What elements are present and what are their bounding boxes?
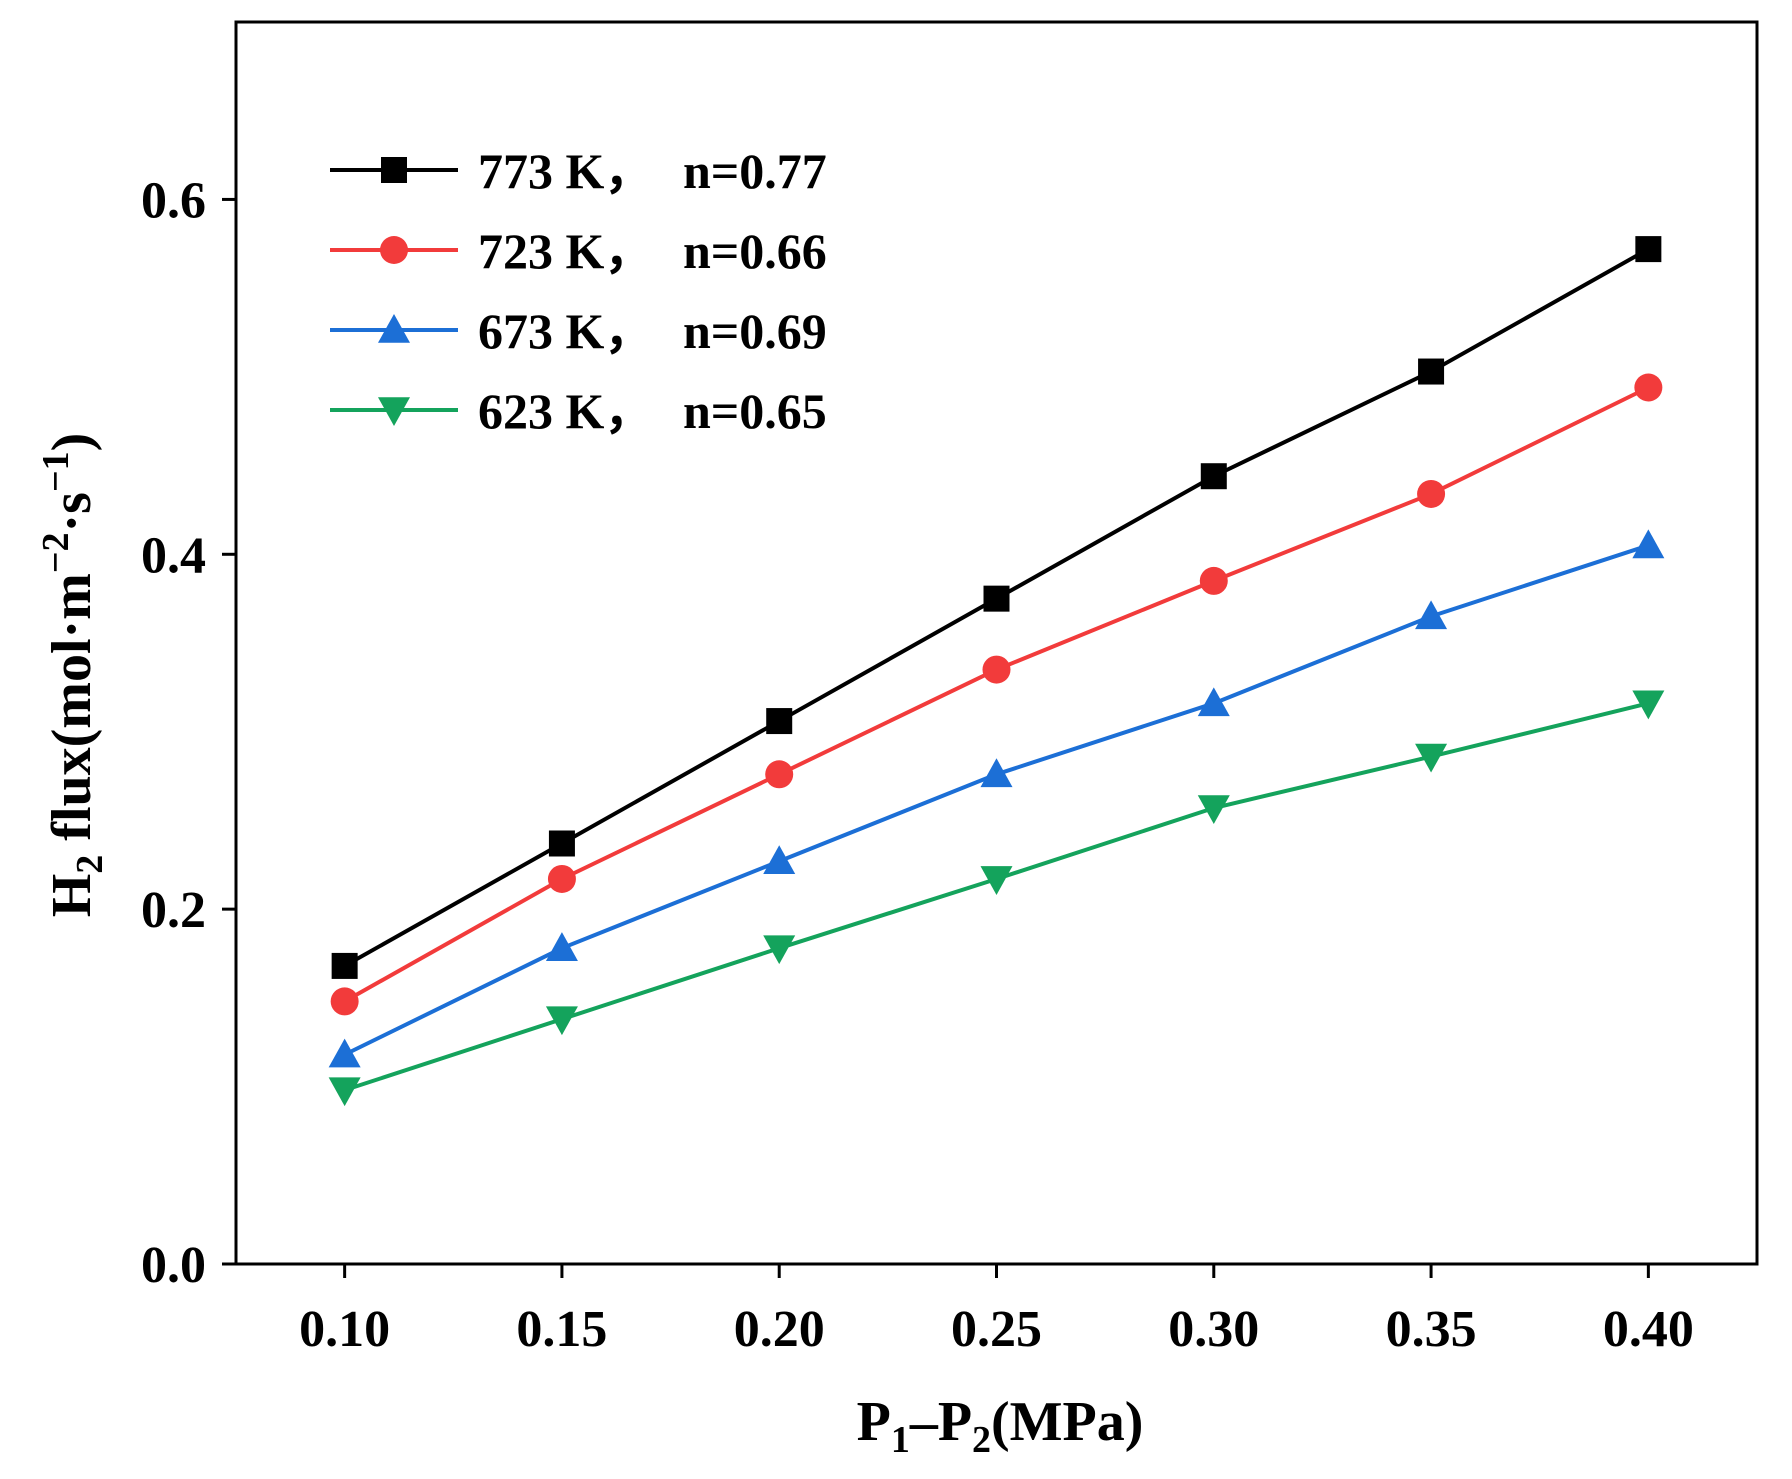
y-tick-label: 0.0: [141, 1237, 206, 1294]
x-tick-label: 0.35: [1386, 1301, 1477, 1358]
x-tick-label: 0.40: [1603, 1301, 1694, 1358]
data-point: [328, 1038, 361, 1068]
data-point: [1418, 358, 1445, 385]
data-point: [765, 760, 794, 789]
data-point: [982, 655, 1011, 684]
x-tick-label: 0.15: [516, 1301, 607, 1358]
legend-marker: [380, 236, 408, 264]
data-point: [1634, 373, 1663, 402]
legend-marker: [381, 157, 407, 183]
legend: 773 K， n=0.77 723 K， n=0.66 673 K， n=0.69 623 …: [330, 143, 827, 439]
data-point: [980, 866, 1013, 895]
plot-border: [234, 20, 1759, 1266]
x-tick-label: 0.30: [1168, 1301, 1259, 1358]
legend-item: 623 K， n=0.65: [330, 383, 827, 439]
x-tick-label: 0.20: [734, 1301, 825, 1358]
y-tick-label: 0.4: [141, 527, 206, 584]
data-point: [1415, 743, 1448, 773]
y-axis-title: H2 flux(mol·m−2·s−1): [35, 433, 111, 918]
series-layer: [328, 236, 1665, 1107]
data-point: [545, 1006, 578, 1036]
x-axis-title: P1–P2(MPa): [857, 1391, 1144, 1461]
legend-label: 723 K， n=0.66: [478, 223, 827, 279]
data-point: [1199, 566, 1228, 595]
data-point: [1197, 795, 1230, 825]
legend-label: 673 K， n=0.69: [478, 303, 827, 359]
legend-marker: [378, 314, 410, 343]
legend-label: 623 K， n=0.65: [478, 383, 827, 439]
x-tick-label: 0.10: [299, 1301, 390, 1358]
data-point: [1632, 529, 1665, 559]
series-line: [343, 543, 1649, 1057]
series-2: [328, 529, 1665, 1068]
x-axis: 0.10 0.15 0.20 0.25 0.30 0.35 0.40: [299, 1264, 1694, 1358]
y-tick-label: 0.2: [141, 882, 206, 939]
data-point: [330, 987, 359, 1016]
data-point: [1200, 463, 1227, 490]
data-point: [548, 830, 575, 857]
data-point: [328, 1077, 361, 1107]
data-point: [547, 864, 576, 893]
data-point: [766, 708, 793, 735]
data-point: [983, 585, 1010, 612]
data-point: [1417, 479, 1446, 508]
data-point: [763, 935, 796, 965]
data-point: [545, 932, 578, 961]
data-point: [763, 845, 796, 875]
legend-item: 773 K， n=0.77: [330, 143, 827, 199]
y-tick-label: 0.6: [141, 172, 206, 229]
data-point: [1197, 687, 1230, 717]
legend-label: 773 K， n=0.77: [478, 143, 827, 199]
data-point: [331, 952, 358, 979]
series-3: [328, 690, 1665, 1107]
series-0: [331, 236, 1662, 979]
series-1: [330, 373, 1663, 1016]
x-tick-label: 0.25: [951, 1301, 1042, 1358]
plot-frame: [234, 20, 1759, 1266]
data-point: [1632, 690, 1665, 720]
data-point: [980, 758, 1013, 788]
y-axis: 0.0 0.2 0.4 0.6: [141, 172, 236, 1294]
series-line: [343, 385, 1650, 1004]
data-point: [1415, 600, 1448, 630]
data-point: [1635, 236, 1662, 263]
legend-marker: [378, 397, 410, 426]
legend-item: 673 K， n=0.69: [330, 303, 827, 359]
legend-item: 723 K， n=0.66: [330, 223, 827, 279]
